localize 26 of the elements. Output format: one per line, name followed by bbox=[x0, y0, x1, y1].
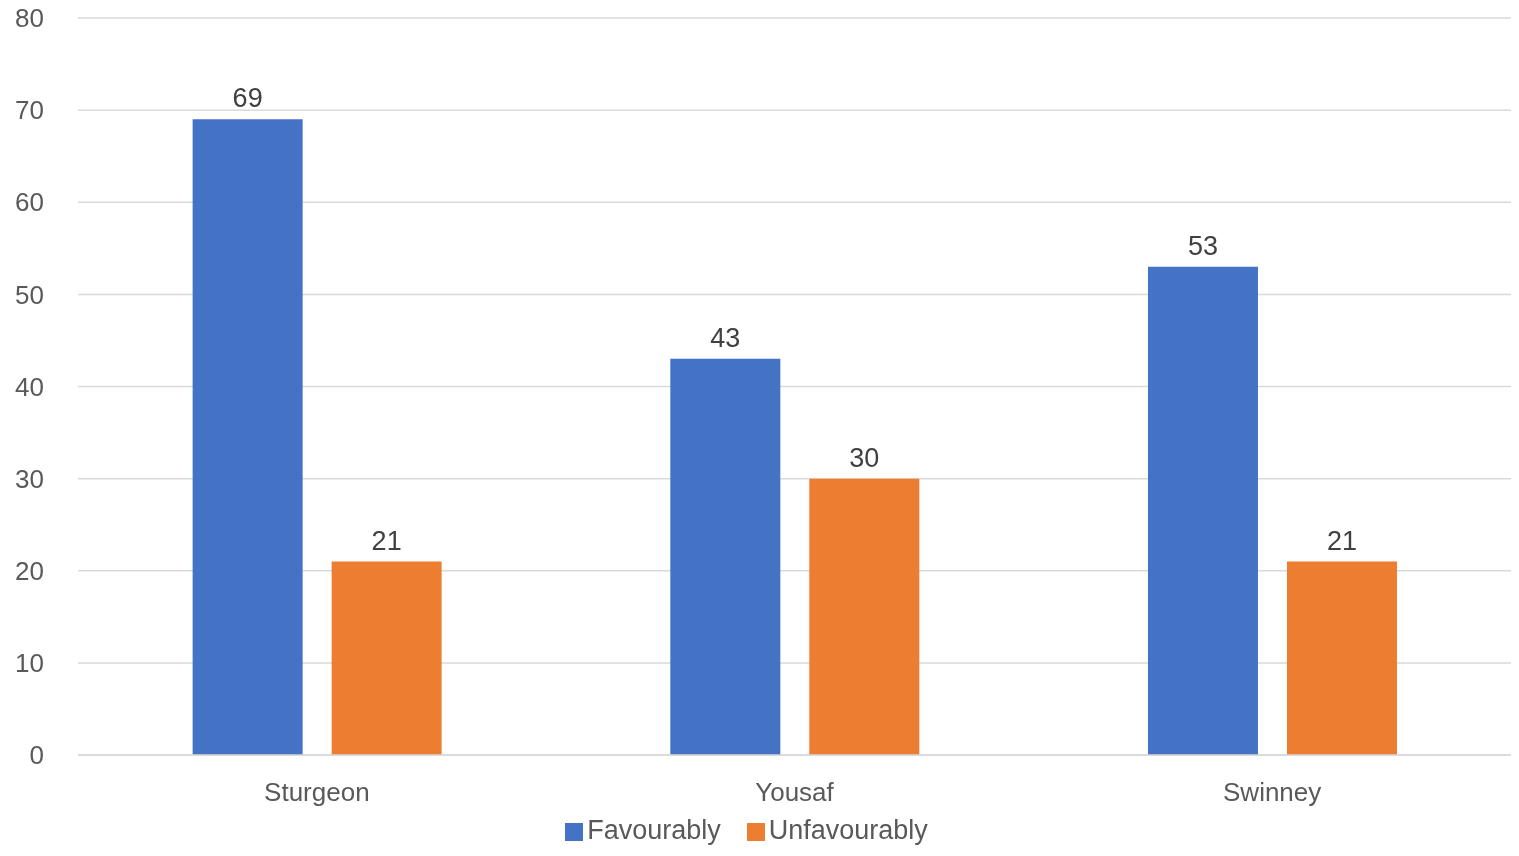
y-tick-label: 80 bbox=[15, 3, 44, 34]
data-label: 21 bbox=[1326, 525, 1357, 556]
y-tick-label: 0 bbox=[29, 740, 44, 771]
data-label: 43 bbox=[710, 322, 741, 353]
bar bbox=[1286, 561, 1397, 755]
y-tick-label: 60 bbox=[15, 187, 44, 218]
x-tick-label: Yousaf bbox=[755, 777, 835, 808]
x-tick-label: Sturgeon bbox=[264, 777, 370, 808]
data-label: 69 bbox=[232, 83, 263, 114]
legend-label: Favourably bbox=[587, 815, 721, 845]
y-tick-label: 50 bbox=[15, 279, 44, 310]
y-tick-label: 70 bbox=[15, 95, 44, 126]
bar bbox=[192, 119, 303, 755]
data-label: 21 bbox=[371, 525, 402, 556]
y-tick-label: 40 bbox=[15, 371, 44, 402]
bar bbox=[809, 478, 920, 755]
legend-label: Unfavourably bbox=[768, 815, 928, 845]
y-tick-label: 30 bbox=[15, 463, 44, 494]
y-tick-label: 10 bbox=[15, 648, 44, 679]
bar bbox=[331, 561, 442, 755]
y-tick-label: 20 bbox=[15, 555, 44, 586]
bar bbox=[670, 358, 781, 755]
data-label: 53 bbox=[1187, 230, 1218, 261]
data-label: 30 bbox=[849, 442, 880, 473]
x-tick-label: Swinney bbox=[1223, 777, 1322, 808]
bar bbox=[1147, 266, 1258, 755]
